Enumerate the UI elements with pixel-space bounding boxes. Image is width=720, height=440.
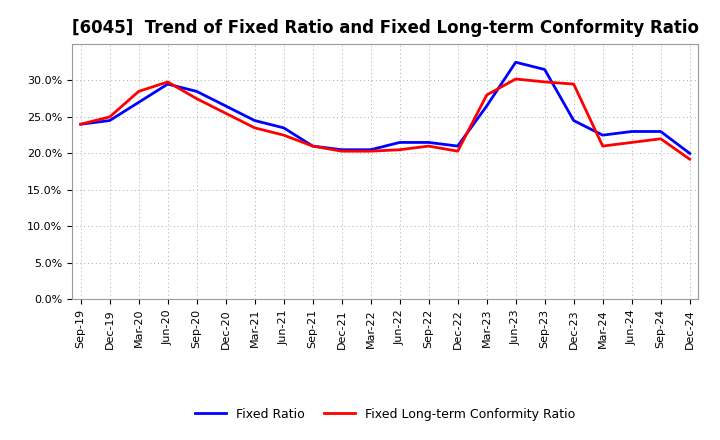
Fixed Long-term Conformity Ratio	[454, 149, 462, 154]
Fixed Ratio	[192, 89, 201, 94]
Fixed Long-term Conformity Ratio	[76, 121, 85, 127]
Fixed Long-term Conformity Ratio	[192, 96, 201, 101]
Fixed Ratio	[395, 140, 404, 145]
Line: Fixed Ratio: Fixed Ratio	[81, 62, 690, 154]
Fixed Long-term Conformity Ratio	[627, 140, 636, 145]
Fixed Ratio	[424, 140, 433, 145]
Fixed Ratio	[685, 151, 694, 156]
Fixed Ratio	[76, 121, 85, 127]
Fixed Long-term Conformity Ratio	[221, 110, 230, 116]
Fixed Long-term Conformity Ratio	[570, 81, 578, 87]
Fixed Long-term Conformity Ratio	[251, 125, 259, 131]
Fixed Ratio	[338, 147, 346, 152]
Fixed Long-term Conformity Ratio	[308, 143, 317, 149]
Fixed Long-term Conformity Ratio	[685, 157, 694, 162]
Fixed Long-term Conformity Ratio	[482, 92, 491, 98]
Fixed Ratio	[657, 129, 665, 134]
Fixed Ratio	[570, 118, 578, 123]
Fixed Long-term Conformity Ratio	[135, 89, 143, 94]
Fixed Ratio	[251, 118, 259, 123]
Fixed Ratio	[598, 132, 607, 138]
Fixed Long-term Conformity Ratio	[105, 114, 114, 120]
Fixed Ratio	[482, 103, 491, 109]
Fixed Ratio	[511, 59, 520, 65]
Fixed Ratio	[454, 143, 462, 149]
Fixed Ratio	[105, 118, 114, 123]
Fixed Long-term Conformity Ratio	[511, 77, 520, 82]
Fixed Long-term Conformity Ratio	[424, 143, 433, 149]
Fixed Long-term Conformity Ratio	[279, 132, 288, 138]
Fixed Ratio	[366, 147, 375, 152]
Fixed Ratio	[279, 125, 288, 131]
Fixed Ratio	[627, 129, 636, 134]
Fixed Long-term Conformity Ratio	[657, 136, 665, 141]
Legend: Fixed Ratio, Fixed Long-term Conformity Ratio: Fixed Ratio, Fixed Long-term Conformity …	[190, 403, 580, 425]
Fixed Ratio	[308, 143, 317, 149]
Fixed Long-term Conformity Ratio	[338, 149, 346, 154]
Line: Fixed Long-term Conformity Ratio: Fixed Long-term Conformity Ratio	[81, 79, 690, 159]
Fixed Ratio	[541, 67, 549, 72]
Fixed Ratio	[163, 81, 172, 87]
Fixed Long-term Conformity Ratio	[163, 79, 172, 84]
Fixed Long-term Conformity Ratio	[598, 143, 607, 149]
Title: [6045]  Trend of Fixed Ratio and Fixed Long-term Conformity Ratio: [6045] Trend of Fixed Ratio and Fixed Lo…	[72, 19, 698, 37]
Fixed Ratio	[135, 100, 143, 105]
Fixed Long-term Conformity Ratio	[541, 79, 549, 84]
Fixed Long-term Conformity Ratio	[366, 149, 375, 154]
Fixed Long-term Conformity Ratio	[395, 147, 404, 152]
Fixed Ratio	[221, 103, 230, 109]
